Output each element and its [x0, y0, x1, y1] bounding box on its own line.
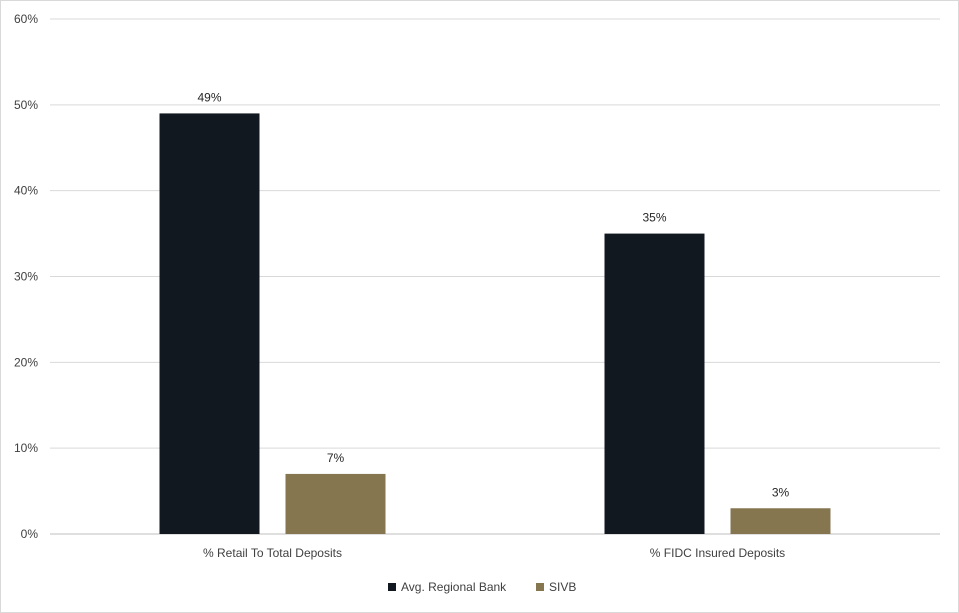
data-label: 7%	[327, 451, 345, 465]
bar-sivb	[285, 473, 386, 534]
x-axis-category-labels: % Retail To Total Deposits % FIDC Insured…	[203, 546, 785, 560]
y-tick-label: 10%	[14, 441, 38, 455]
bar-sivb	[730, 508, 831, 534]
legend-label: SIVB	[549, 580, 576, 594]
y-tick-label: 60%	[14, 12, 38, 26]
data-labels: 49% 7% 35% 3%	[197, 90, 789, 499]
legend-swatch	[388, 583, 396, 591]
y-tick-label: 40%	[14, 184, 38, 198]
data-label: 3%	[772, 485, 790, 499]
legend-swatch	[536, 583, 544, 591]
bar-avg-regional-bank	[159, 113, 260, 535]
data-label: 35%	[642, 211, 666, 225]
y-tick-label: 30%	[14, 270, 38, 284]
bars	[159, 113, 831, 535]
x-category-label: % FIDC Insured Deposits	[650, 546, 785, 560]
y-tick-label: 20%	[14, 355, 38, 369]
bar-avg-regional-bank	[604, 233, 705, 535]
legend-label: Avg. Regional Bank	[401, 580, 507, 594]
x-category-label: % Retail To Total Deposits	[203, 546, 342, 560]
data-label: 49%	[197, 90, 221, 104]
y-axis-tick-labels: 0% 10% 20% 30% 40% 50% 60%	[14, 12, 38, 541]
y-tick-label: 50%	[14, 98, 38, 112]
y-tick-label: 0%	[21, 527, 39, 541]
legend: Avg. Regional Bank SIVB	[388, 580, 576, 594]
